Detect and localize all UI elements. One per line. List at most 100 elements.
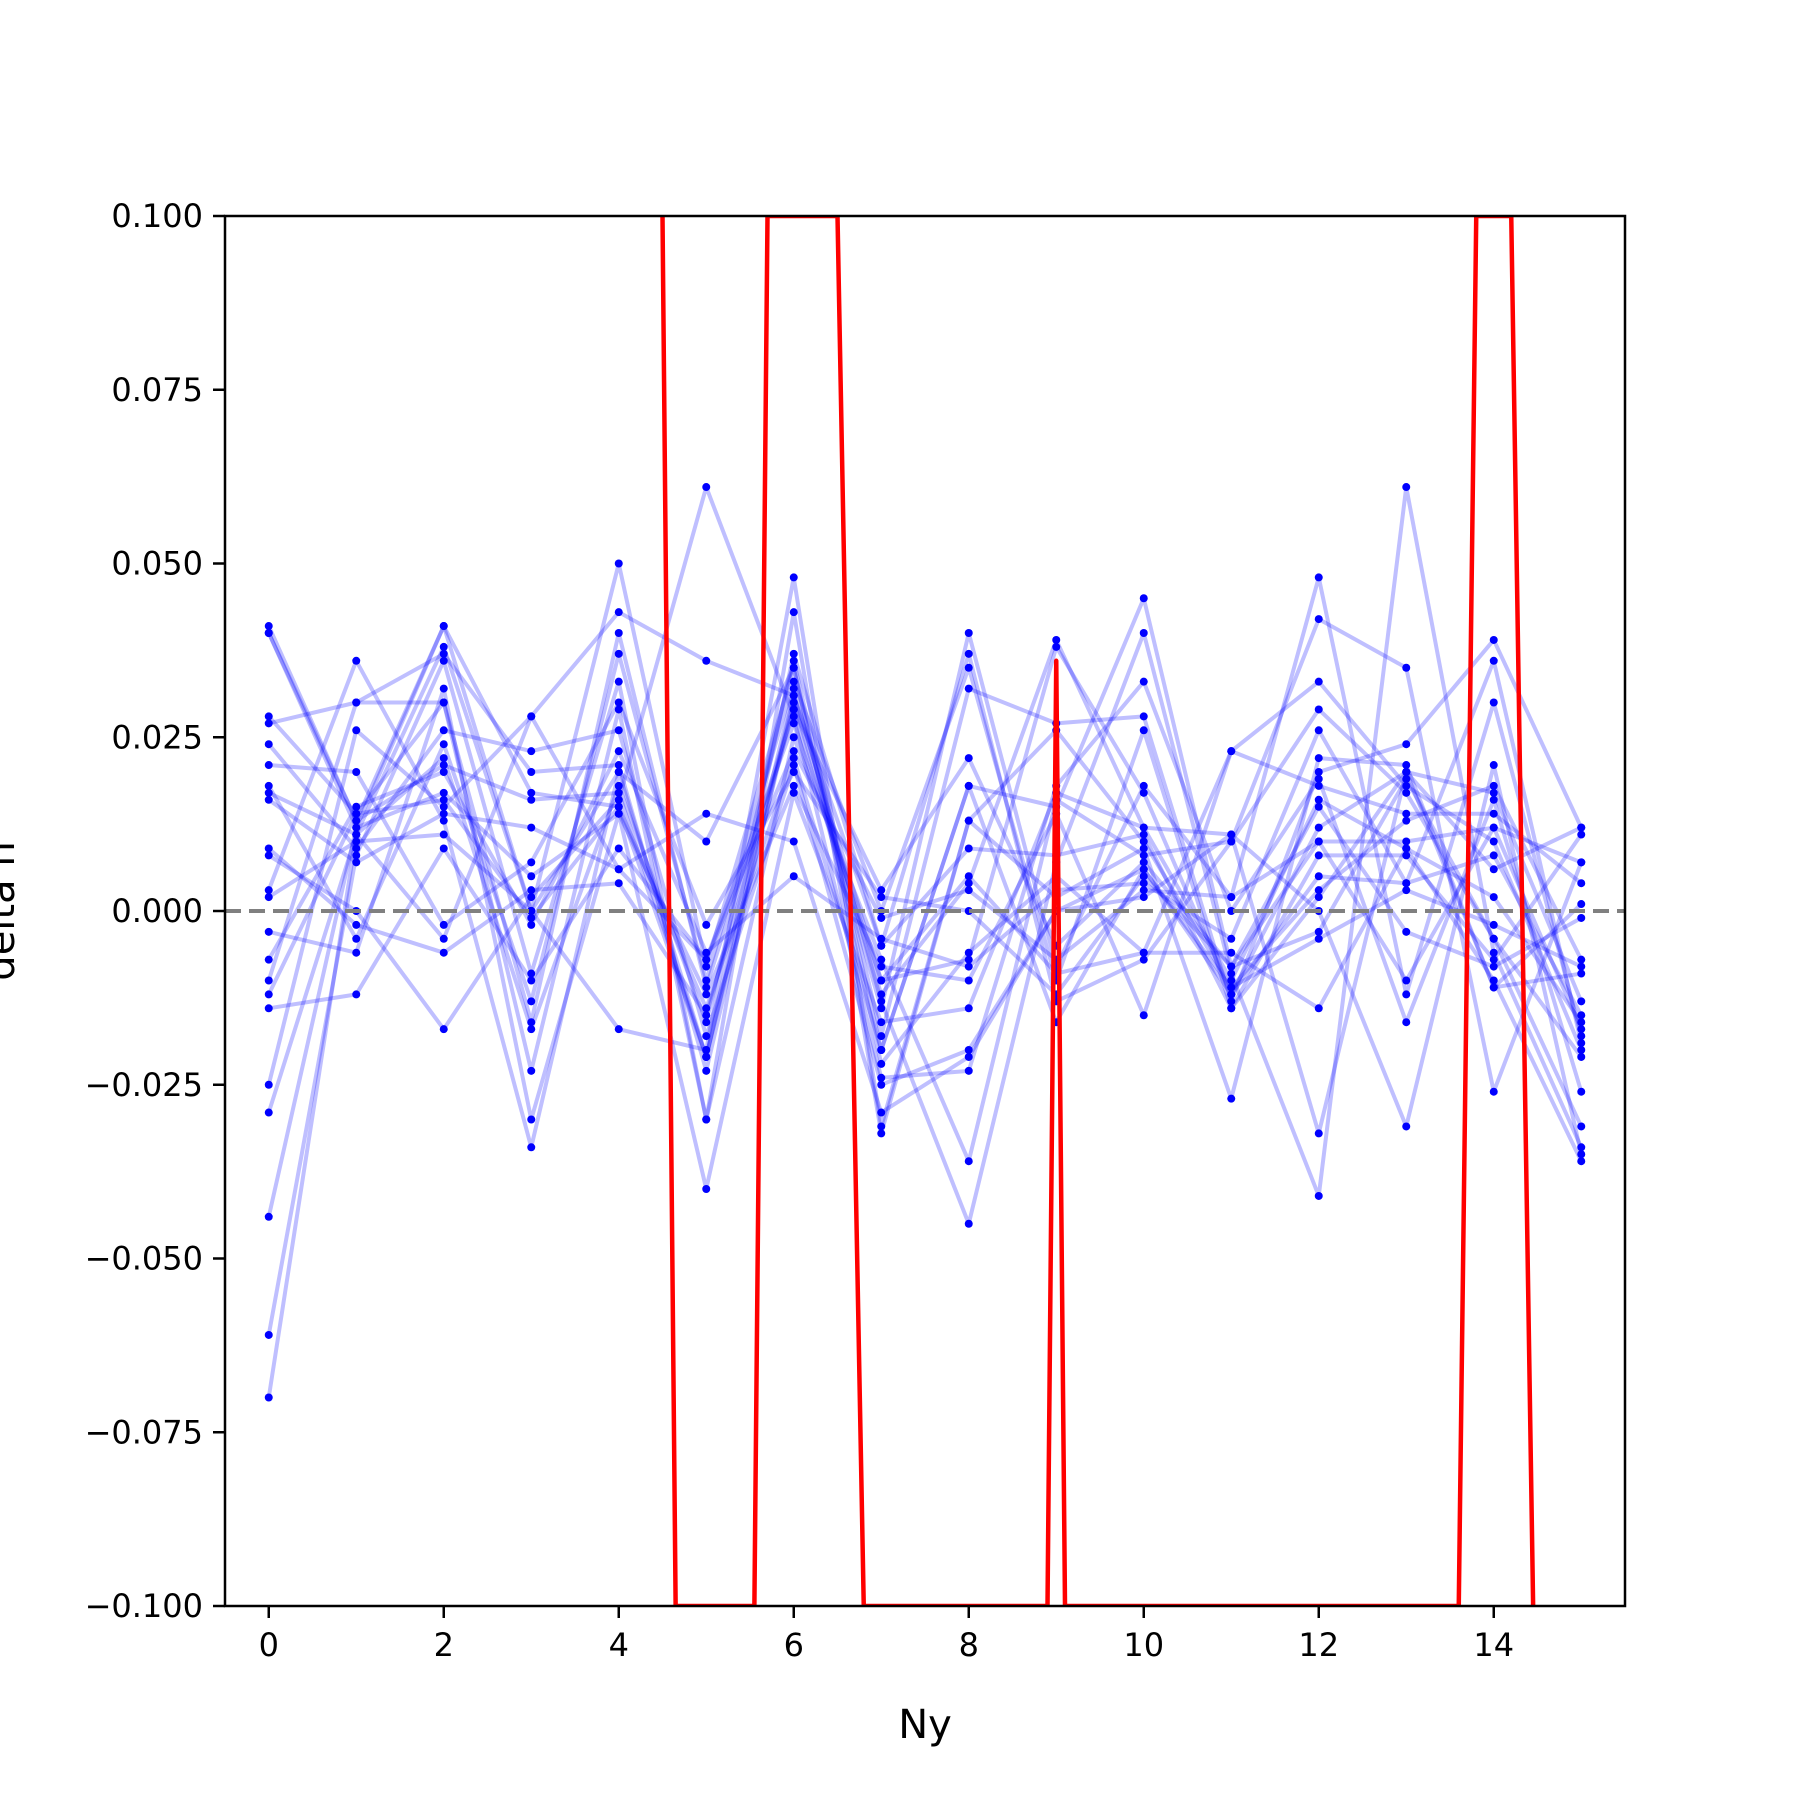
series-11-point-10 — [1139, 837, 1148, 846]
series-8-point-8 — [964, 976, 973, 985]
series-line-14 — [268, 721, 1584, 1163]
series-23-point-11 — [1227, 990, 1236, 999]
series-22-point-3 — [527, 913, 536, 922]
series-21-point-13 — [1402, 809, 1411, 818]
series-line-21 — [267, 665, 1583, 1066]
series-19-point-1 — [352, 920, 361, 929]
series-16-point-11 — [1227, 830, 1236, 839]
series-21-point-14 — [1489, 809, 1498, 818]
series-4-point-6 — [789, 733, 798, 742]
series-8-point-0 — [264, 1212, 273, 1221]
series-5-point-8 — [964, 684, 973, 693]
series-24-point-8 — [964, 886, 973, 895]
series-19-point-2 — [439, 948, 448, 957]
series-17-point-15 — [1577, 830, 1586, 839]
series-22-point-4 — [614, 802, 623, 811]
series-22-point-5 — [702, 1004, 711, 1013]
series-16-point-1 — [352, 948, 361, 957]
series-23-point-3 — [527, 768, 536, 776]
series-6-point-3 — [527, 747, 536, 756]
series-8-point-1 — [352, 823, 361, 832]
series-9-point-12 — [1314, 754, 1323, 763]
series-23-point-13 — [1402, 768, 1411, 776]
series-19-point-7 — [877, 886, 886, 895]
series-14-point-11 — [1227, 948, 1236, 957]
series-21-point-8 — [964, 948, 973, 957]
series-8-point-12 — [1314, 677, 1323, 686]
series-11-point-6 — [789, 608, 798, 617]
series-13-point-13 — [1402, 1018, 1411, 1027]
series-6-point-14 — [1489, 788, 1498, 797]
y-tick-label-2: 0.050 — [111, 545, 203, 583]
x-axis-label: Ny — [898, 1702, 952, 1748]
series-2-point-2 — [439, 642, 448, 651]
series-3-point-0 — [264, 712, 273, 721]
series-24-point-2 — [439, 934, 448, 943]
series-11-point-7 — [877, 1129, 886, 1138]
series-line-2 — [266, 561, 1584, 1398]
series-8-point-6 — [789, 781, 798, 790]
series-8-point-2 — [439, 788, 448, 797]
series-4-point-13 — [1402, 788, 1411, 797]
y-tick-label-5: −0.025 — [85, 1066, 203, 1104]
series-20-point-2 — [439, 761, 448, 770]
series-18-point-4 — [614, 747, 623, 756]
series-13-point-10 — [1139, 677, 1148, 686]
series-24-point-6 — [789, 747, 798, 756]
series-7-point-11 — [1227, 969, 1236, 978]
series-2-point-10 — [1139, 594, 1148, 603]
series-21-point-3 — [527, 907, 536, 915]
series-24-point-4 — [614, 865, 623, 874]
series-13-point-12 — [1314, 774, 1323, 783]
series-13-point-2 — [439, 1025, 448, 1034]
x-tick-label-0: 0 — [259, 1626, 279, 1664]
series-line-1 — [266, 624, 1583, 1059]
series-23-point-8 — [964, 955, 973, 964]
series-8-point-10 — [1139, 1011, 1148, 1020]
series-11-point-3 — [527, 1066, 536, 1075]
series-8-point-13 — [1402, 781, 1411, 790]
series-9-point-7 — [877, 1122, 886, 1131]
series-17-point-10 — [1139, 726, 1148, 735]
series-5-point-0 — [264, 788, 273, 797]
series-24-point-3 — [527, 712, 536, 721]
series-6-point-0 — [264, 740, 273, 749]
series-16-point-5 — [702, 1185, 711, 1193]
series-22-point-8 — [964, 781, 973, 790]
series-12-point-12 — [1314, 802, 1323, 811]
series-24-point-5 — [702, 955, 711, 964]
series-3-point-13 — [1402, 990, 1411, 999]
series-19-point-8 — [964, 754, 973, 763]
x-tick-label-10: 10 — [1123, 1626, 1164, 1664]
series-21-point-11 — [1227, 747, 1236, 756]
series-line-8 — [266, 679, 1584, 1218]
series-1-point-6 — [789, 698, 798, 707]
series-14-point-13 — [1402, 844, 1411, 853]
series-7-point-1 — [352, 656, 361, 665]
series-23-point-1 — [352, 698, 361, 707]
series-9-point-2 — [439, 622, 448, 631]
series-20-point-0 — [264, 629, 273, 637]
series-18-point-10 — [1139, 879, 1148, 888]
series-13-point-6 — [789, 712, 798, 721]
x-tick-label-6: 6 — [784, 1626, 804, 1664]
series-5-point-5 — [702, 1018, 711, 1027]
series-15-point-12 — [1314, 872, 1323, 881]
series-16-point-2 — [439, 684, 448, 693]
y-tick-label-4: 0.000 — [111, 892, 203, 930]
series-21-point-0 — [264, 893, 273, 902]
series-8-point-7 — [877, 962, 886, 971]
series-7-point-8 — [964, 1219, 973, 1228]
series-23-point-0 — [264, 719, 273, 728]
series-16-point-8 — [964, 1004, 973, 1013]
series-18-point-15 — [1577, 1011, 1586, 1020]
series-7-point-0 — [264, 886, 273, 895]
series-4-point-2 — [439, 656, 448, 665]
series-11-point-0 — [264, 976, 273, 985]
series-15-point-15 — [1577, 1039, 1586, 1048]
series-4-point-0 — [264, 1330, 273, 1339]
series-15-point-3 — [527, 823, 536, 832]
series-13-point-7 — [877, 1073, 886, 1082]
series-19-point-12 — [1314, 927, 1323, 936]
series-line-13 — [267, 485, 1584, 1093]
